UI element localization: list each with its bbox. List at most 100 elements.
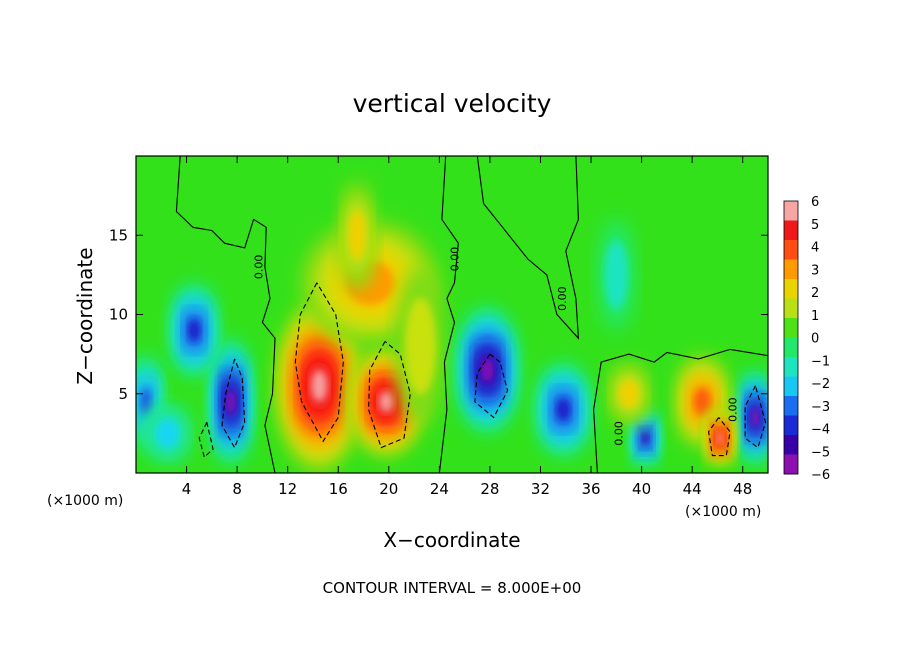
contour-label-5: 0.00 bbox=[726, 397, 739, 422]
downdraft-region-12 bbox=[597, 219, 636, 331]
colorbar-tick-labels: 6 5 4 3 2 1 0 −1 −2 −3 −4 −5 −6 bbox=[811, 195, 830, 483]
velocity-level-2 bbox=[604, 240, 628, 310]
contour-line-6 bbox=[368, 340, 411, 449]
x-tick-label: 8 bbox=[232, 480, 242, 498]
colorbar-tick-label: 0 bbox=[811, 332, 819, 347]
velocity-level-5 bbox=[140, 388, 152, 416]
colorbar-tick-label: −3 bbox=[811, 400, 830, 415]
colorbar-band-12 bbox=[784, 415, 798, 436]
plot-area: 0.00 0.00 0.00 0.00 0.00 bbox=[135, 155, 769, 474]
colorbar-tick-label: −6 bbox=[811, 468, 830, 483]
contour-line-3 bbox=[476, 156, 580, 340]
x-tick-label: 32 bbox=[531, 480, 550, 498]
colorbar-tick-label: 5 bbox=[811, 218, 819, 233]
colorbar-tick-label: 2 bbox=[811, 286, 819, 301]
velocity-level-8 bbox=[226, 389, 235, 414]
contour-label-4: 0.00 bbox=[613, 421, 626, 446]
velocity-level-2 bbox=[404, 297, 436, 395]
updraft-region-15 bbox=[606, 362, 652, 426]
colorbar-band-8 bbox=[784, 337, 798, 358]
x-axis-unit-left: (×1000 m) bbox=[47, 493, 123, 509]
colorbar-band-14 bbox=[784, 454, 798, 475]
updraft-region-5 bbox=[395, 266, 446, 426]
colorbar: 6 5 4 3 2 1 0 −1 −2 −3 −4 −5 −6 bbox=[783, 195, 830, 483]
velocity-level-5 bbox=[694, 388, 711, 416]
downdraft-region-7 bbox=[168, 282, 220, 378]
velocity-level-8 bbox=[751, 408, 759, 427]
contour-label-2: 0.00 bbox=[448, 247, 461, 272]
y-axis-label: Z−coordinate bbox=[73, 247, 97, 384]
colorbar-band-1 bbox=[784, 201, 798, 221]
velocity-level-3 bbox=[348, 210, 366, 260]
contour-label-3: 0.00 bbox=[556, 286, 569, 311]
x-tick-label: 28 bbox=[480, 480, 499, 498]
x-axis-label: X−coordinate bbox=[383, 528, 520, 552]
updraft-region-4 bbox=[338, 179, 377, 291]
contour-line-2 bbox=[438, 156, 459, 473]
x-tick-label: 12 bbox=[278, 480, 297, 498]
contour-line-7 bbox=[221, 358, 246, 449]
contour-labels: 0.00 0.00 0.00 0.00 0.00 bbox=[252, 247, 739, 446]
downdraft-region-11 bbox=[534, 362, 592, 458]
velocity-level-8 bbox=[481, 358, 494, 382]
downdraft-region-9 bbox=[142, 401, 193, 466]
colorbar-frame bbox=[783, 200, 799, 475]
contour-line-9 bbox=[708, 417, 731, 457]
x-tick-label: 24 bbox=[430, 480, 449, 498]
x-tick-label: 4 bbox=[182, 480, 192, 498]
velocity-level-8 bbox=[379, 391, 394, 412]
downdraft-region-13 bbox=[629, 410, 662, 466]
velocity-level-7 bbox=[642, 432, 649, 444]
colorbar-band-13 bbox=[784, 435, 798, 455]
contour-line-8 bbox=[474, 353, 509, 419]
colorbar-bands bbox=[784, 201, 798, 475]
colorbar-tick-label: −1 bbox=[811, 354, 830, 369]
colorbar-band-9 bbox=[784, 357, 798, 377]
colorbar-band-11 bbox=[784, 396, 798, 416]
y-tick-label: 10 bbox=[109, 306, 128, 324]
colorbar-band-6 bbox=[784, 298, 798, 319]
downdraft-region-14 bbox=[736, 369, 768, 466]
contour-label-1: 0.00 bbox=[252, 255, 265, 280]
chart-title: vertical velocity bbox=[353, 89, 552, 118]
updraft-region-1 bbox=[275, 298, 364, 473]
velocity-level-8 bbox=[717, 432, 723, 444]
contour-line-1 bbox=[175, 156, 276, 473]
x-tick-label: 44 bbox=[683, 480, 702, 498]
colorbar-band-4 bbox=[784, 259, 798, 280]
velocity-level-6 bbox=[188, 318, 201, 342]
updraft-region-2 bbox=[348, 346, 425, 458]
x-tick-label: 36 bbox=[581, 480, 600, 498]
x-tick-label: 48 bbox=[733, 480, 752, 498]
velocity-level-6 bbox=[556, 398, 571, 422]
colorbar-tick-label: −5 bbox=[811, 445, 830, 460]
colorbar-band-3 bbox=[784, 240, 798, 260]
colorbar-tick-label: 3 bbox=[811, 263, 819, 278]
x-tick-label: 40 bbox=[632, 480, 651, 498]
colorbar-band-5 bbox=[784, 279, 798, 299]
velocity-level-3 bbox=[156, 419, 179, 448]
contour-line-11 bbox=[198, 422, 214, 459]
x-tick-label: 20 bbox=[379, 480, 398, 498]
downdraft-region-6 bbox=[208, 338, 253, 466]
downdraft-region-10 bbox=[455, 306, 519, 434]
colorbar-tick-label: 1 bbox=[811, 309, 819, 324]
velocity-level-8 bbox=[311, 369, 328, 403]
contour-line-4 bbox=[593, 348, 768, 473]
colorbar-band-2 bbox=[784, 220, 798, 241]
colorbar-tick-label: 6 bbox=[811, 195, 819, 210]
colorbar-tick-label: 4 bbox=[811, 241, 819, 256]
x-axis: 4 8 12 16 20 24 28 32 36 40 44 48 bbox=[182, 156, 752, 498]
contour-line-10 bbox=[744, 385, 767, 449]
colorbar-band-10 bbox=[784, 376, 798, 397]
x-tick-label: 16 bbox=[329, 480, 348, 498]
y-tick-label: 5 bbox=[118, 385, 128, 403]
x-axis-unit-right: (×1000 m) bbox=[685, 504, 761, 520]
y-axis: 5 10 15 bbox=[109, 226, 768, 403]
y-tick-label: 15 bbox=[109, 226, 128, 244]
colorbar-band-7 bbox=[784, 318, 798, 338]
contour-line-5 bbox=[294, 282, 344, 443]
velocity-level-3 bbox=[619, 379, 639, 408]
contour-interval-note: CONTOUR INTERVAL = 8.000E+00 bbox=[323, 579, 582, 597]
